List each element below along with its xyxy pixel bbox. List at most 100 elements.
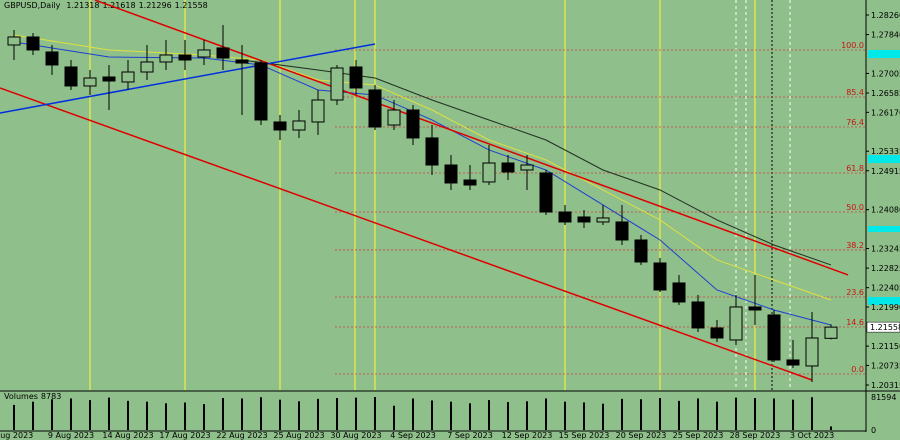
candle-body bbox=[672, 282, 686, 303]
x-tick-label: Aug 2023 bbox=[0, 431, 33, 440]
fib-label: 14.6 bbox=[846, 318, 864, 327]
candle-body bbox=[710, 327, 724, 339]
fib-label: 0.0 bbox=[851, 365, 864, 374]
candle-body bbox=[425, 137, 439, 166]
candle-body bbox=[501, 162, 515, 173]
candle-body bbox=[140, 61, 154, 73]
candle-body bbox=[577, 216, 591, 223]
y-tick-label: 1.27840 bbox=[871, 31, 900, 40]
candle-body bbox=[311, 99, 325, 123]
candle-body bbox=[273, 121, 287, 131]
x-tick-label: 17 Aug 2023 bbox=[159, 431, 210, 440]
x-tick-label: 25 Sep 2023 bbox=[673, 431, 724, 440]
x-tick-label: 7 Sep 2023 bbox=[447, 431, 493, 440]
fib-label: 100.0 bbox=[841, 41, 864, 50]
candle-body bbox=[159, 54, 173, 63]
y-tick-label: 1.26585 bbox=[871, 89, 900, 98]
candle-body bbox=[729, 306, 743, 341]
x-tick-label: 28 Sep 2023 bbox=[730, 431, 781, 440]
volume-name: Volumes bbox=[4, 392, 38, 401]
x-tick-label: 9 Aug 2023 bbox=[48, 431, 94, 440]
candle-body bbox=[83, 77, 97, 87]
candle-body bbox=[254, 62, 268, 121]
y-tick-label: 1.23245 bbox=[871, 245, 900, 254]
period-separators bbox=[89, 0, 791, 390]
candle-body bbox=[691, 301, 705, 329]
candle-body bbox=[45, 51, 59, 66]
fib-label: 23.6 bbox=[846, 288, 864, 297]
candle-body bbox=[349, 66, 363, 89]
candle-body bbox=[292, 120, 306, 131]
candle-body bbox=[767, 314, 781, 361]
candle-body bbox=[634, 239, 648, 263]
volume-tick-label: 0 bbox=[871, 426, 876, 435]
candle-body bbox=[368, 89, 382, 128]
header: GBPUSD,Daily 1.21318 1.21618 1.21296 1.21558 bbox=[4, 1, 208, 10]
candle-body bbox=[197, 49, 211, 58]
volume-tick-label: 81594 bbox=[871, 393, 896, 402]
candle-body bbox=[805, 337, 819, 367]
moving-average bbox=[13, 34, 832, 301]
candle-body bbox=[102, 76, 116, 82]
candle-body bbox=[7, 36, 21, 46]
volume-last: 8783 bbox=[41, 392, 61, 401]
fib-label: 50.0 bbox=[846, 203, 864, 212]
x-tick-label: 4 Sep 2023 bbox=[390, 431, 436, 440]
candle-body bbox=[235, 59, 249, 64]
y-tick-label: 1.24080 bbox=[871, 206, 900, 215]
high: 1.21618 bbox=[102, 1, 135, 10]
candle-body bbox=[615, 221, 629, 241]
y-tick-label: 1.26170 bbox=[871, 108, 900, 117]
price-tag-label: 1.21558 bbox=[870, 323, 900, 332]
x-tick-label: 15 Sep 2023 bbox=[559, 431, 610, 440]
low: 1.21296 bbox=[139, 1, 172, 10]
x-tick-label: 30 Aug 2023 bbox=[330, 431, 381, 440]
x-tick-label: 22 Aug 2023 bbox=[216, 431, 267, 440]
candle-body bbox=[26, 36, 40, 51]
candle-body bbox=[653, 262, 667, 291]
trend-line bbox=[94, 0, 849, 276]
candle-body bbox=[824, 326, 838, 339]
candle-body bbox=[121, 71, 135, 83]
candle-body bbox=[558, 211, 572, 223]
volume-label: Volumes 8783 bbox=[4, 392, 61, 401]
symbol: GBPUSD,Daily bbox=[4, 1, 61, 10]
candle-body bbox=[444, 164, 458, 184]
y-tick-label: 1.22825 bbox=[871, 264, 900, 273]
x-tick-label: 25 Aug 2023 bbox=[273, 431, 324, 440]
moving-average bbox=[13, 41, 832, 326]
candle-body bbox=[330, 67, 344, 101]
y-tick-label: 1.20735 bbox=[871, 361, 900, 370]
y-tick-label: 1.20315 bbox=[871, 381, 900, 390]
fib-label: 38.2 bbox=[846, 241, 864, 250]
candle-body bbox=[482, 162, 496, 183]
candle-body bbox=[387, 109, 401, 126]
candle-body bbox=[178, 54, 192, 61]
y-tick-label: 1.24915 bbox=[871, 167, 900, 176]
y-tick-label: 1.27005 bbox=[871, 69, 900, 78]
fib-label: 76.4 bbox=[846, 118, 864, 127]
fib-label: 85.4 bbox=[846, 88, 864, 97]
fib-label: 61.8 bbox=[846, 164, 864, 173]
candle-body bbox=[520, 164, 534, 171]
trend-line bbox=[0, 87, 813, 381]
close: 1.21558 bbox=[175, 1, 208, 10]
x-tick-label: 3 Oct 2023 bbox=[790, 431, 834, 440]
candle-body bbox=[539, 172, 553, 213]
y-tick-label: 1.21990 bbox=[871, 303, 900, 312]
price-tag bbox=[866, 321, 900, 333]
y-tick-label: 1.21150 bbox=[871, 342, 900, 351]
x-tick-label: 20 Sep 2023 bbox=[616, 431, 667, 440]
candle-body bbox=[463, 179, 477, 186]
candle-body bbox=[596, 217, 610, 223]
y-tick-label: 1.22405 bbox=[871, 284, 900, 293]
candle-body bbox=[406, 109, 420, 139]
y-tick-label: 1.28260 bbox=[871, 11, 900, 20]
trend-line bbox=[0, 43, 376, 114]
x-tick-label: 12 Sep 2023 bbox=[502, 431, 553, 440]
candle-body bbox=[216, 47, 230, 59]
open: 1.21318 bbox=[66, 1, 99, 10]
candle-body bbox=[748, 306, 762, 311]
